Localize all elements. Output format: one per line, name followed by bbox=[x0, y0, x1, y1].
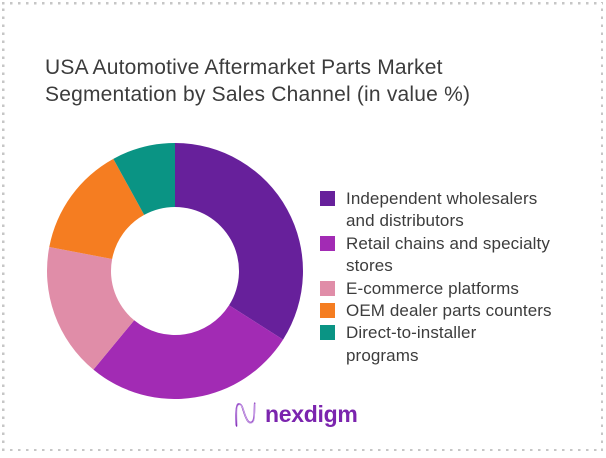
donut-slice-2 bbox=[47, 247, 135, 370]
legend-item-independent-wholesalers: Independent wholesalers and distributors bbox=[320, 188, 580, 233]
legend-item-oem-dealer-counters: OEM dealer parts counters bbox=[320, 300, 580, 322]
legend-label: OEM dealer parts counters bbox=[346, 301, 552, 321]
legend-label: Direct-to-installer programs bbox=[346, 323, 477, 365]
chart-title: USA Automotive Aftermarket Parts Market … bbox=[45, 56, 471, 106]
donut-slice-0 bbox=[175, 143, 303, 340]
legend-label: Retail chains and specialty stores bbox=[346, 233, 550, 276]
legend-swatch-icon bbox=[320, 303, 335, 319]
donut-chart bbox=[47, 143, 303, 400]
legend-swatch-icon bbox=[320, 280, 335, 296]
legend-item-direct-to-installer: Direct-to-installer programs bbox=[320, 322, 580, 367]
legend-swatch-icon bbox=[320, 235, 335, 251]
nexdigm-logo: nexdigm bbox=[233, 400, 358, 428]
legend-swatch-icon bbox=[320, 325, 335, 341]
legend-swatch-icon bbox=[320, 191, 335, 206]
legend-item-retail-chains: Retail chains and specialty stores bbox=[320, 233, 580, 278]
legend-item-ecommerce-platforms: E-commerce platforms bbox=[320, 278, 580, 300]
legend-label: E-commerce platforms bbox=[346, 278, 519, 298]
nexdigm-logo-text: nexdigm bbox=[265, 401, 358, 427]
legend-label: Independent wholesalers and distributors bbox=[346, 189, 538, 231]
donut-chart-svg bbox=[47, 143, 303, 400]
donut-slice-4 bbox=[113, 143, 175, 215]
chart-legend: Independent wholesalers and distributors… bbox=[320, 188, 580, 367]
donut-slice-1 bbox=[93, 305, 284, 400]
nexdigm-logo-icon bbox=[235, 402, 256, 427]
donut-slice-3 bbox=[49, 158, 145, 260]
